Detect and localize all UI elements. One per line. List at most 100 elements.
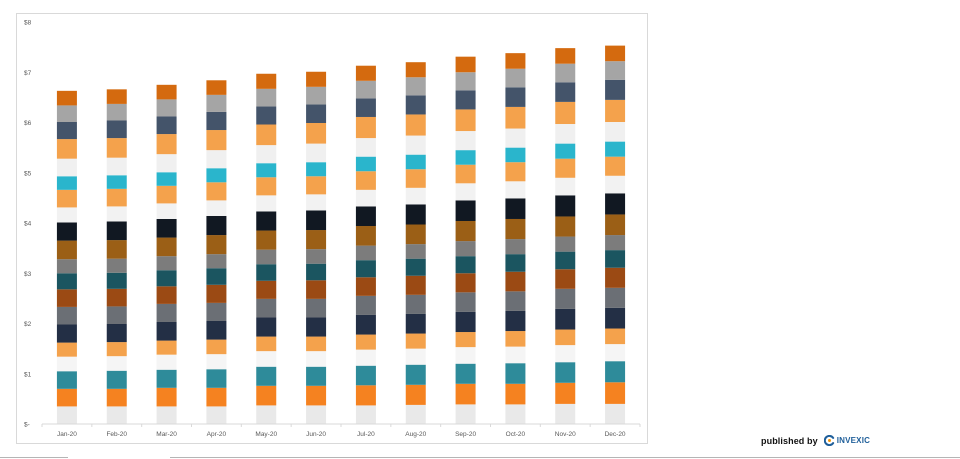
bar-segment xyxy=(555,308,576,330)
bar-segment xyxy=(106,103,127,121)
bar-segment xyxy=(505,310,526,332)
bar-segment xyxy=(355,98,376,117)
bar-segment xyxy=(106,258,127,273)
bar-segment xyxy=(555,288,576,309)
bar-segment xyxy=(505,53,526,69)
bar-segment xyxy=(605,141,626,157)
bar-segment xyxy=(306,104,327,124)
bar-segment xyxy=(306,162,327,177)
bar-segment xyxy=(355,206,376,227)
bar-segment xyxy=(306,71,327,87)
bar-segment xyxy=(555,195,576,217)
bar-segment xyxy=(306,86,327,105)
x-tick-label: Apr-20 xyxy=(207,431,227,438)
bar-segment xyxy=(605,79,626,100)
bar-segment xyxy=(156,270,177,287)
bar-segment xyxy=(106,120,127,139)
bar-segment xyxy=(56,259,77,274)
bar-segment xyxy=(306,336,327,352)
bar-segment xyxy=(505,128,526,148)
bar-segment xyxy=(405,313,426,334)
invexic-logo[interactable]: INVEXIC xyxy=(823,435,871,446)
bar-segment xyxy=(56,324,77,343)
bar-segment xyxy=(555,158,576,178)
bar-segment xyxy=(405,154,426,170)
footer-divider-left xyxy=(0,457,68,458)
bar-segment xyxy=(605,361,626,383)
bar-segment xyxy=(306,176,327,195)
x-tick-label: Mar-20 xyxy=(156,431,177,438)
bar-segment xyxy=(156,387,177,407)
bar-segment xyxy=(455,273,476,293)
bar-segment xyxy=(455,332,476,348)
y-tick-label: $3 xyxy=(24,271,32,278)
bar-segment xyxy=(106,370,127,389)
bar-segment xyxy=(56,90,77,106)
bar-segment xyxy=(156,354,177,370)
bar-segment xyxy=(156,218,177,238)
bar-segment xyxy=(605,328,626,345)
bar-segment xyxy=(206,168,227,183)
bar-segment xyxy=(206,284,227,303)
invexic-logo-icon xyxy=(823,435,834,446)
bar-segment xyxy=(355,189,376,207)
x-tick-label: Aug-20 xyxy=(405,431,426,438)
bar-segment xyxy=(455,241,476,257)
invexic-logo-text: INVEXIC xyxy=(836,436,871,445)
bar-segment xyxy=(256,230,277,250)
bar-segment xyxy=(256,249,277,265)
bar-segment xyxy=(555,101,576,125)
bar-segment xyxy=(306,210,327,231)
bar-segment xyxy=(355,365,376,386)
y-axis: $- $1 $2 $3 $4 $5 $6 $7 $8 xyxy=(24,20,32,429)
bar-segment xyxy=(256,88,277,107)
bar-segment xyxy=(455,256,476,274)
bar-segment xyxy=(455,131,476,151)
bar-segment xyxy=(306,385,327,406)
bar-segment xyxy=(56,356,77,372)
bar-segment xyxy=(156,99,177,117)
bar-segment xyxy=(56,406,77,424)
bar-segment xyxy=(505,254,526,272)
bar-segment xyxy=(156,321,177,341)
bar-segment xyxy=(605,45,626,62)
bar-segment xyxy=(156,237,177,257)
bar-segment xyxy=(256,298,277,318)
x-axis: Jan-20 Feb-20 Mar-20 Apr-20 May-20 Jun-20 Jul-… xyxy=(41,423,641,438)
bar-segment xyxy=(106,306,127,325)
bar-segment xyxy=(605,307,626,329)
bar-segment xyxy=(306,317,327,337)
bar-segment xyxy=(56,105,77,122)
bar-segment xyxy=(306,280,327,299)
bar-segment xyxy=(355,260,376,278)
footer-divider-right xyxy=(170,457,960,458)
bar-segment xyxy=(56,306,77,325)
bar-segment xyxy=(106,356,127,371)
bar-segment xyxy=(405,187,426,205)
bar-segment xyxy=(405,169,426,188)
bar-segment xyxy=(405,77,426,96)
bar-segment xyxy=(106,324,127,343)
bar-segment xyxy=(505,331,526,347)
bar-segment xyxy=(555,143,576,159)
bar-segment xyxy=(355,295,376,315)
bar-segment xyxy=(555,362,576,383)
bar-segment xyxy=(156,154,177,173)
bar-segment xyxy=(106,221,127,241)
bar-segment xyxy=(405,333,426,349)
bar-segment xyxy=(555,124,576,144)
bar-segment xyxy=(106,188,127,207)
bar-segment xyxy=(256,163,277,178)
bar-segment xyxy=(56,289,77,307)
bar-segment xyxy=(455,383,476,405)
bar-segment xyxy=(405,135,426,155)
bar-segment xyxy=(206,320,227,340)
bar-segment xyxy=(505,198,526,219)
bar-segment xyxy=(206,235,227,255)
bar-segment xyxy=(156,172,177,186)
bar-segment xyxy=(505,383,526,405)
x-tick-label: May-20 xyxy=(255,431,277,438)
bar-segment xyxy=(405,384,426,405)
bar-segment xyxy=(555,269,576,289)
bar-segment xyxy=(505,218,526,240)
